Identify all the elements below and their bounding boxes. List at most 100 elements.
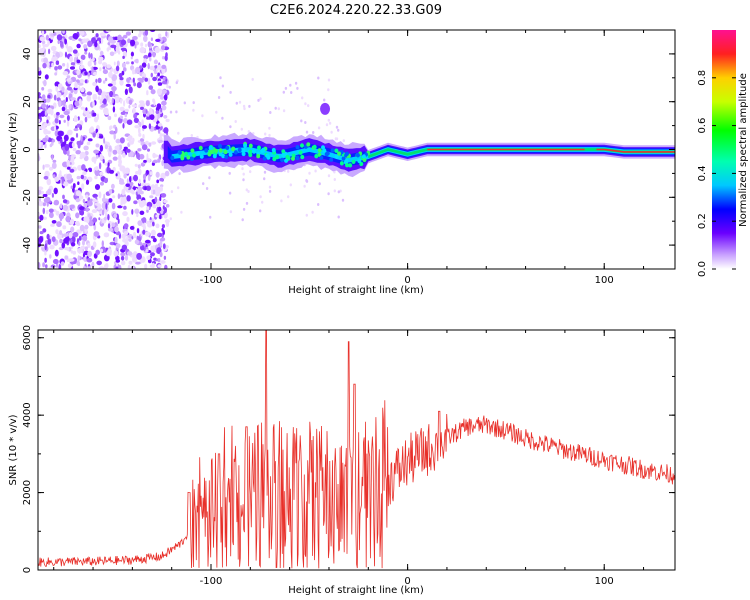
ridge-speckle <box>312 144 317 150</box>
heatmap-noise-cell <box>294 81 298 85</box>
heatmap-noise-cell <box>95 33 99 38</box>
heatmap-noise-cell <box>152 51 156 58</box>
heatmap-noise-cell <box>93 61 97 66</box>
heatmap-noise-cell <box>108 198 113 203</box>
heatmap-noise-cell <box>39 231 44 235</box>
heatmap-noise-cell <box>77 181 80 185</box>
heatmap-noise-cell <box>150 37 153 41</box>
heatmap-noise-cell <box>38 236 44 243</box>
heatmap-noise-cell <box>160 45 166 51</box>
heatmap-noise-cell <box>124 254 129 261</box>
heatmap-noise-cell <box>149 171 153 176</box>
heatmap-noise-cell <box>57 39 60 45</box>
ridge-speckle <box>339 161 344 166</box>
heatmap-noise-cell <box>268 189 272 193</box>
heatmap-noise-cell <box>325 123 329 127</box>
heatmap-noise-cell <box>59 238 63 244</box>
heatmap-noise-cell <box>117 150 122 155</box>
heatmap-noise-cell <box>80 54 86 60</box>
heatmap-noise-cell <box>277 107 280 111</box>
heatmap-noise-cell <box>130 39 136 47</box>
heatmap-noise-cell <box>65 97 68 102</box>
heatmap-noise-cell <box>46 178 52 186</box>
heatmap-noise-cell <box>100 248 103 253</box>
heatmap-noise-cell <box>73 116 79 122</box>
heatmap-noise-cell <box>90 53 93 60</box>
heatmap-noise-cell <box>157 33 162 39</box>
heatmap-noise-cell <box>47 94 51 99</box>
heatmap-noise-cell <box>44 143 47 149</box>
heatmap-noise-cell <box>69 161 72 165</box>
heatmap-noise-cell <box>38 118 41 123</box>
heatmap-noise-cell <box>335 125 339 129</box>
ridge-speckle <box>231 146 236 151</box>
heatmap-noise-cell <box>177 186 180 190</box>
heatmap-noise-cell <box>169 217 172 221</box>
heatmap-noise-cell <box>62 233 69 238</box>
heatmap-noise-cell <box>109 51 115 57</box>
heatmap-noise-cell <box>76 175 81 180</box>
heatmap-noise-cell <box>115 173 118 177</box>
heatmap-noise-cell <box>76 59 81 64</box>
heatmap-noise-cell <box>84 51 88 55</box>
heatmap-noise-cell <box>144 263 148 269</box>
heatmap-noise-cell <box>136 186 143 193</box>
heatmap-noise-cell <box>333 189 336 193</box>
ridge-speckle <box>329 157 334 162</box>
heatmap-noise-cell <box>89 111 92 115</box>
heatmap-noise-cell <box>122 123 125 129</box>
heatmap-noise-cell <box>312 131 315 134</box>
heatmap-noise-cell <box>333 178 336 181</box>
heatmap-noise-cell <box>144 186 147 191</box>
heatmap-noise-cell <box>131 104 137 108</box>
heatmap-noise-cell <box>114 95 120 102</box>
heatmap-noise-cell <box>140 244 145 251</box>
figure-title: C2E6.2024.220.22.33.G09 <box>270 3 442 18</box>
heatmap-noise-cell <box>71 178 74 183</box>
heatmap-noise-cell <box>68 232 73 239</box>
heatmap-noise-cell <box>83 202 88 208</box>
heatmap-noise-cell <box>64 255 68 260</box>
heatmap-noise-cell <box>86 257 93 263</box>
heatmap-noise-cell <box>105 250 112 257</box>
heatmap-noise-cell <box>62 225 67 230</box>
heatmap-noise-cell <box>102 80 106 84</box>
x-tick-label: 0 <box>404 576 410 587</box>
heatmap-noise-cell <box>190 134 193 137</box>
heatmap-noise-cell <box>160 89 167 94</box>
heatmap-noise-cell <box>163 199 168 204</box>
heatmap-noise-cell <box>70 226 75 233</box>
heatmap-noise-cell <box>39 214 44 221</box>
ridge-speckle <box>204 148 209 153</box>
heatmap-noise-cell <box>108 145 112 152</box>
heatmap-noise-cell <box>43 128 48 135</box>
heatmap-noise-cell <box>140 200 147 206</box>
heatmap-noise-cell <box>178 172 181 176</box>
heatmap-noise-cell <box>42 137 48 143</box>
heatmap-noise-cell <box>161 56 165 60</box>
heatmap-noise-cell <box>82 198 86 204</box>
colorbar-tick-label: 0.0 <box>697 261 708 277</box>
heatmap-noise-cell <box>56 34 63 41</box>
heatmap-noise-cell <box>80 174 85 180</box>
heatmap-noise-cell <box>97 37 101 42</box>
heatmap-noise-cell <box>335 137 339 141</box>
ridge-speckle <box>314 154 319 159</box>
ridge-speckle <box>196 151 201 156</box>
heatmap-noise-cell <box>70 137 75 142</box>
heatmap-noise-cell <box>148 85 154 90</box>
heatmap-noise-cell <box>53 187 58 195</box>
heatmap-noise-cell <box>70 185 74 189</box>
heatmap-noise-cell <box>102 159 105 164</box>
heatmap-noise-cell <box>120 39 127 46</box>
heatmap-noise-cell <box>259 195 262 199</box>
heatmap-noise-cell <box>162 243 166 250</box>
heatmap-noise-cell <box>145 220 151 225</box>
heatmap-noise-cell <box>124 108 129 113</box>
heatmap-noise-cell <box>165 118 170 123</box>
heatmap-noise-cell <box>93 72 97 76</box>
heatmap-noise-cell <box>147 62 150 70</box>
heatmap-noise-cell <box>115 45 120 53</box>
heatmap-noise-cell <box>161 64 167 69</box>
heatmap-noise-cell <box>145 140 149 146</box>
